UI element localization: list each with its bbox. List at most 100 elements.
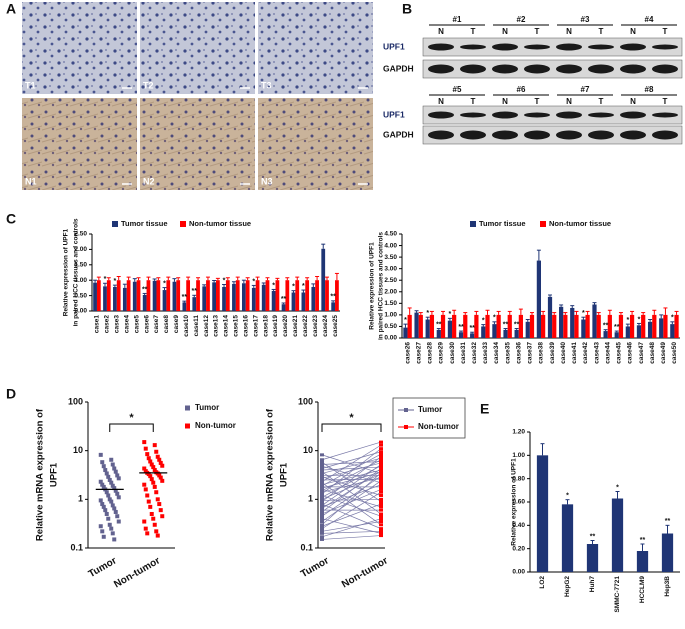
legend-swatch <box>112 221 118 227</box>
point <box>379 474 383 478</box>
x-tick-label: case15 <box>233 315 240 337</box>
significance: * <box>426 310 429 317</box>
bar <box>206 280 210 311</box>
point <box>320 537 324 541</box>
pair-line <box>321 448 382 495</box>
blot-band <box>556 130 582 140</box>
pair-line <box>321 468 382 513</box>
x-tick-label: case11 <box>193 315 200 337</box>
blot-band <box>492 64 518 74</box>
x-tick-label: case25 <box>332 315 339 337</box>
y-tick-label: 100 <box>68 396 83 406</box>
image-label: T1 <box>25 80 36 90</box>
point <box>98 479 103 484</box>
point <box>320 520 324 524</box>
point <box>155 454 160 459</box>
point <box>112 506 117 511</box>
y-tick-label: 1.20 <box>512 429 525 436</box>
bar <box>212 282 216 311</box>
bar <box>547 296 553 338</box>
point <box>320 514 324 518</box>
bar <box>463 314 468 338</box>
point <box>320 529 324 533</box>
point <box>154 529 159 534</box>
bar <box>225 280 230 311</box>
point <box>143 487 148 492</box>
point <box>379 534 383 538</box>
pair-line <box>321 475 382 517</box>
x-tick-label: case49 <box>660 342 667 364</box>
bar <box>407 314 412 338</box>
lane-label: N <box>566 27 572 36</box>
x-tick-label: case6 <box>143 315 150 333</box>
bar <box>156 280 161 311</box>
pair-line <box>321 535 382 540</box>
point <box>116 495 121 500</box>
point <box>379 529 383 533</box>
point <box>109 526 114 531</box>
point <box>320 524 324 528</box>
point <box>320 510 324 514</box>
blot-band <box>620 130 646 140</box>
point <box>151 465 156 470</box>
y-tick-label: 2.00 <box>384 288 397 295</box>
point <box>107 477 112 482</box>
point <box>145 493 150 498</box>
bar <box>232 283 236 311</box>
point <box>113 509 118 514</box>
bar <box>126 280 131 311</box>
pair-line <box>321 521 382 532</box>
point <box>98 524 103 529</box>
pair-line <box>321 503 382 529</box>
pair-line <box>321 454 382 474</box>
point <box>149 477 154 482</box>
bar <box>265 280 270 311</box>
legend-label: Non-tumor tissue <box>549 219 611 228</box>
bar <box>552 314 557 338</box>
significance: * <box>582 310 585 317</box>
point <box>320 475 324 479</box>
point <box>320 460 324 464</box>
bar <box>216 280 220 311</box>
legend-swatch <box>540 221 546 227</box>
bar <box>166 280 171 311</box>
pair-line <box>321 453 382 487</box>
point <box>98 498 103 503</box>
pair-line <box>321 466 382 471</box>
bar <box>235 280 240 311</box>
blot-band <box>492 111 518 119</box>
y-tick-label: 10 <box>303 445 313 455</box>
bar <box>603 331 608 338</box>
blot-group-label: #6 <box>517 85 526 94</box>
point <box>320 481 324 485</box>
point <box>148 459 153 464</box>
point <box>160 463 165 468</box>
bar <box>301 292 306 311</box>
significance: * <box>272 282 275 289</box>
bar <box>93 282 97 311</box>
point <box>146 456 151 461</box>
bar <box>255 280 260 311</box>
bar <box>661 533 674 572</box>
blot-band <box>460 64 486 74</box>
lane-label: T <box>471 97 476 106</box>
bar <box>96 280 101 311</box>
point <box>320 490 324 494</box>
x-tick-label: case12 <box>203 315 210 337</box>
y-tick-label: 100 <box>298 396 313 406</box>
point <box>320 495 324 499</box>
point <box>113 469 118 474</box>
significance: ** <box>330 294 336 301</box>
point <box>115 473 120 478</box>
point <box>154 449 159 454</box>
x-tick-label: case23 <box>312 315 319 337</box>
y-axis-label: Relative mRNA expression of <box>265 408 276 541</box>
x-tick-label: case4 <box>123 315 130 333</box>
point <box>379 487 383 491</box>
point <box>379 479 383 483</box>
bar <box>418 314 423 338</box>
blot-row-label: GAPDH <box>383 129 414 139</box>
bar <box>636 325 642 338</box>
point <box>157 457 162 462</box>
significance-bracket <box>109 423 154 432</box>
